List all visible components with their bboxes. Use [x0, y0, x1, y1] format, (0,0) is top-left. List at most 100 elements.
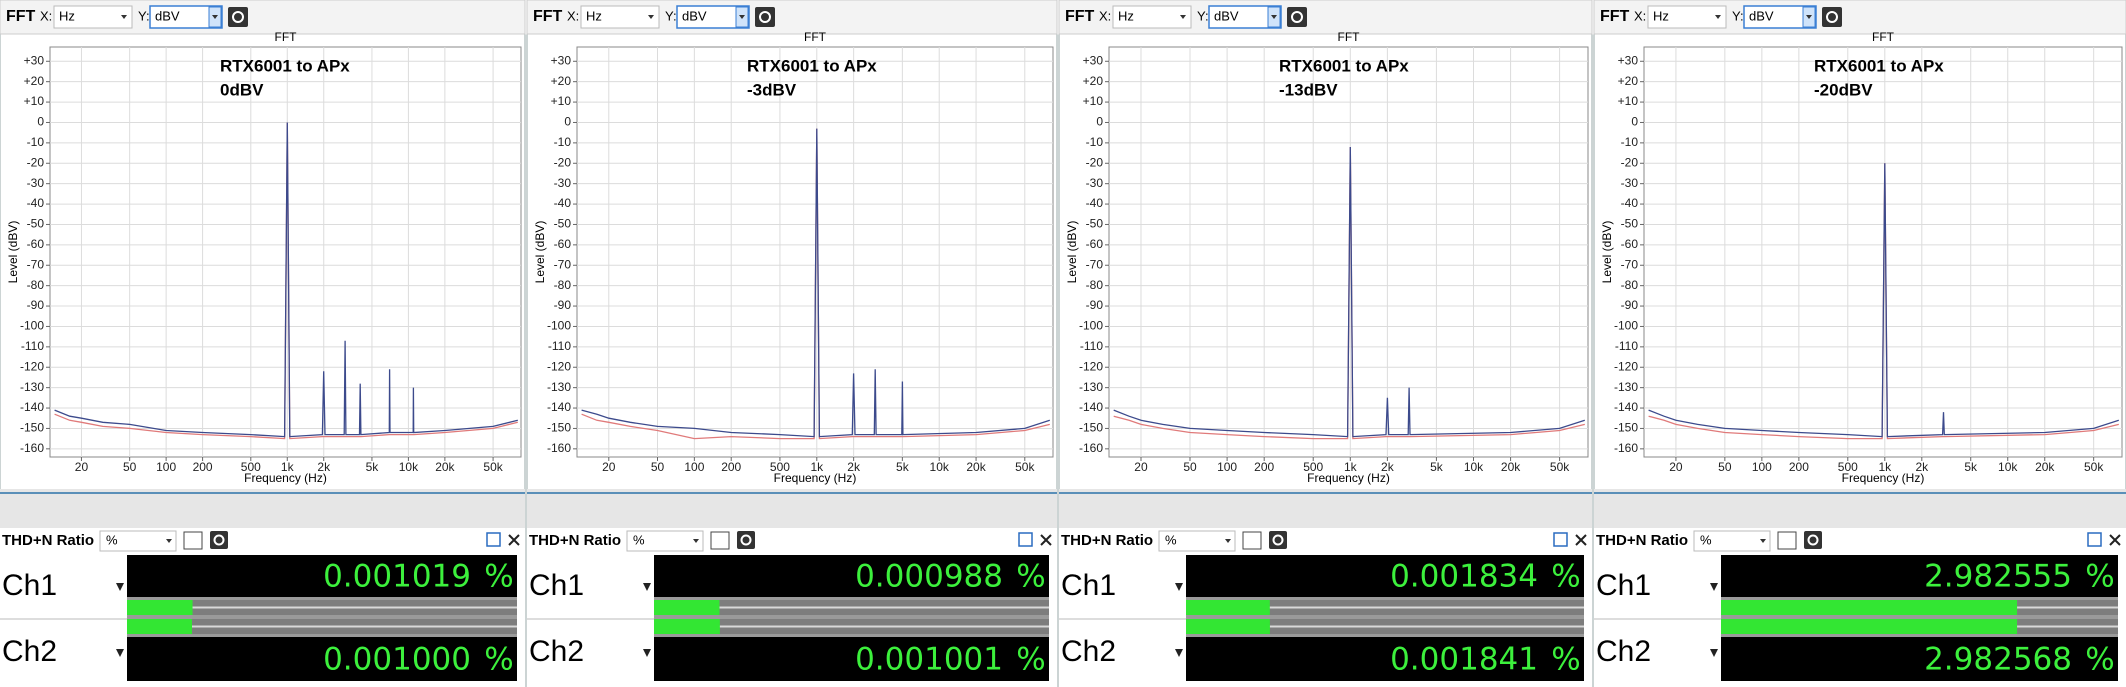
format-button[interactable] [1777, 531, 1797, 550]
x-unit-select[interactable] [1112, 5, 1192, 29]
level-bar [654, 600, 720, 615]
x-unit-select[interactable] [53, 5, 133, 29]
unit-select[interactable] [626, 530, 704, 552]
settings-button[interactable] [1269, 531, 1287, 549]
y-unit-select[interactable] [149, 5, 223, 29]
reading-value: 2.982568 [1924, 642, 2072, 678]
splitter [1594, 489, 2126, 528]
reading-display [1186, 555, 1584, 597]
x-tick-label: 500 [1838, 460, 1858, 474]
settings-button[interactable] [228, 7, 248, 27]
channel-dropdown[interactable] [1710, 649, 1718, 657]
splitter [1059, 489, 1592, 528]
dropdown-arrow [648, 15, 654, 19]
x-tick-label: 200 [1789, 460, 1809, 474]
format-button[interactable] [1242, 531, 1262, 550]
settings-button[interactable] [1287, 7, 1307, 27]
settings-button[interactable] [1822, 7, 1842, 27]
settings-button[interactable] [737, 531, 755, 549]
channel-dropdown[interactable] [116, 583, 124, 591]
popout-button[interactable] [1553, 532, 1568, 547]
close-button[interactable] [508, 534, 520, 546]
settings-icon [1291, 11, 1303, 23]
splitter [527, 489, 1057, 528]
channel-dropdown[interactable] [1175, 583, 1183, 591]
x-unit: Hz [1653, 8, 1669, 23]
meter-title: THD+N Ratio [2, 532, 94, 549]
reading-value: 0.001841 [1390, 642, 1538, 678]
annotation: RTX6001 to APx [220, 56, 350, 75]
spectrum-line [1648, 163, 2119, 438]
y-tick-label: -110 [1615, 339, 1638, 353]
close-button[interactable] [1575, 534, 1587, 546]
y-unit-select[interactable] [1743, 5, 1817, 29]
annotation: -13dBV [1279, 80, 1338, 99]
settings-icon [232, 11, 244, 23]
x-tick-label: 100 [1217, 460, 1237, 474]
y-tick-label: -80 [554, 278, 572, 292]
meter-header [1594, 528, 2126, 553]
y-tick-label: -20 [1621, 155, 1639, 169]
x-tick-label: 2k [317, 460, 331, 474]
y-label: Y: [1197, 8, 1209, 23]
unit-select[interactable] [1158, 530, 1236, 552]
y-tick-label: -10 [1086, 135, 1104, 149]
annotation: RTX6001 to APx [1814, 56, 1944, 75]
close-button[interactable] [1040, 534, 1052, 546]
spectrum-line [54, 122, 518, 440]
channel-dropdown[interactable] [1710, 583, 1718, 591]
y-tick-label: -20 [27, 155, 45, 169]
reading-value: 0.001834 [1390, 559, 1538, 595]
settings-icon [1807, 534, 1819, 546]
y-tick-label: +30 [24, 53, 45, 67]
y-tick-label: +30 [1083, 53, 1104, 67]
y-unit-select[interactable] [1208, 5, 1282, 29]
y-tick-label: -140 [20, 400, 44, 414]
reading-display [654, 637, 1049, 681]
y-unit-select[interactable] [676, 5, 750, 29]
x-unit-select[interactable] [580, 5, 660, 29]
popout-button[interactable] [2087, 532, 2102, 547]
y-tick-label: -40 [554, 196, 572, 210]
level-bar [127, 600, 193, 615]
y-tick-label: +10 [1618, 94, 1639, 108]
x-tick-label: 50 [1718, 460, 1732, 474]
y-axis-label: Level (dBV) [6, 221, 20, 284]
reading-unit: % [1551, 559, 1580, 595]
x-tick-label: 200 [1254, 460, 1274, 474]
spectrum-line [1648, 163, 2119, 440]
channel-dropdown[interactable] [116, 649, 124, 657]
channel-dropdown[interactable] [643, 583, 651, 591]
settings-button[interactable] [755, 7, 775, 27]
panel: FFT X: Hz Y: dBV FFT +30 +20 +10 0 -10 -20 -30 -40 -50… [0, 0, 526, 687]
y-tick-label: -80 [27, 278, 45, 292]
close-button[interactable] [2109, 534, 2121, 546]
popout-button[interactable] [1018, 532, 1033, 547]
y-tick-label: -140 [1614, 400, 1638, 414]
meter-title: THD+N Ratio [529, 532, 621, 549]
settings-button[interactable] [210, 531, 228, 549]
y-tick-label: -90 [27, 298, 45, 312]
settings-button[interactable] [1804, 531, 1822, 549]
x-axis-label: Frequency (Hz) [244, 471, 327, 485]
y-unit: dBV [682, 8, 707, 23]
y-tick-label: -120 [547, 359, 571, 373]
y-tick-label: 0 [564, 115, 571, 129]
popout-button[interactable] [486, 532, 501, 547]
x-tick-label: 50k [1015, 460, 1035, 474]
format-button[interactable] [183, 531, 203, 550]
unit-select[interactable] [1693, 530, 1771, 552]
channel-dropdown[interactable] [643, 649, 651, 657]
y-tick-label: -160 [547, 441, 571, 455]
y-tick-label: -130 [20, 380, 44, 394]
chart-title: FFT [804, 30, 827, 44]
x-tick-label: 1k [1344, 460, 1358, 474]
y-tick-label: -30 [1621, 176, 1639, 190]
format-button[interactable] [710, 531, 730, 550]
y-tick-label: -60 [554, 237, 572, 251]
unit-select[interactable] [99, 530, 177, 552]
y-tick-label: -110 [548, 339, 571, 353]
channel-dropdown[interactable] [1175, 649, 1183, 657]
x-tick-label: 5k [1964, 460, 1978, 474]
x-unit-select[interactable] [1647, 5, 1727, 29]
